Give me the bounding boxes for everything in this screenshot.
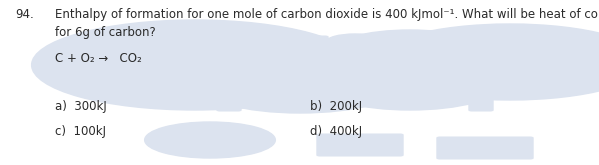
Circle shape: [319, 60, 501, 110]
Text: C + O₂ →   CO₂: C + O₂ → CO₂: [55, 52, 142, 65]
FancyBboxPatch shape: [317, 134, 403, 156]
Circle shape: [198, 57, 402, 113]
FancyBboxPatch shape: [437, 137, 533, 159]
Circle shape: [144, 122, 276, 158]
Text: d)  400kJ: d) 400kJ: [310, 125, 362, 138]
Text: Enthalpy of formation for one mole of carbon dioxide is 400 kJmol⁻¹. What will b: Enthalpy of formation for one mole of ca…: [55, 8, 599, 21]
Text: a)  300kJ: a) 300kJ: [55, 100, 107, 113]
Text: b)  200kJ: b) 200kJ: [310, 100, 362, 113]
FancyBboxPatch shape: [267, 36, 328, 56]
Circle shape: [32, 20, 358, 110]
FancyBboxPatch shape: [469, 49, 493, 111]
Text: 94.: 94.: [15, 8, 34, 21]
FancyBboxPatch shape: [217, 69, 241, 111]
FancyBboxPatch shape: [327, 41, 383, 71]
Circle shape: [372, 24, 599, 100]
Circle shape: [330, 30, 490, 74]
Circle shape: [326, 34, 384, 50]
Circle shape: [323, 35, 397, 55]
Text: c)  100kJ: c) 100kJ: [55, 125, 106, 138]
Text: for 6g of carbon?: for 6g of carbon?: [55, 26, 156, 39]
